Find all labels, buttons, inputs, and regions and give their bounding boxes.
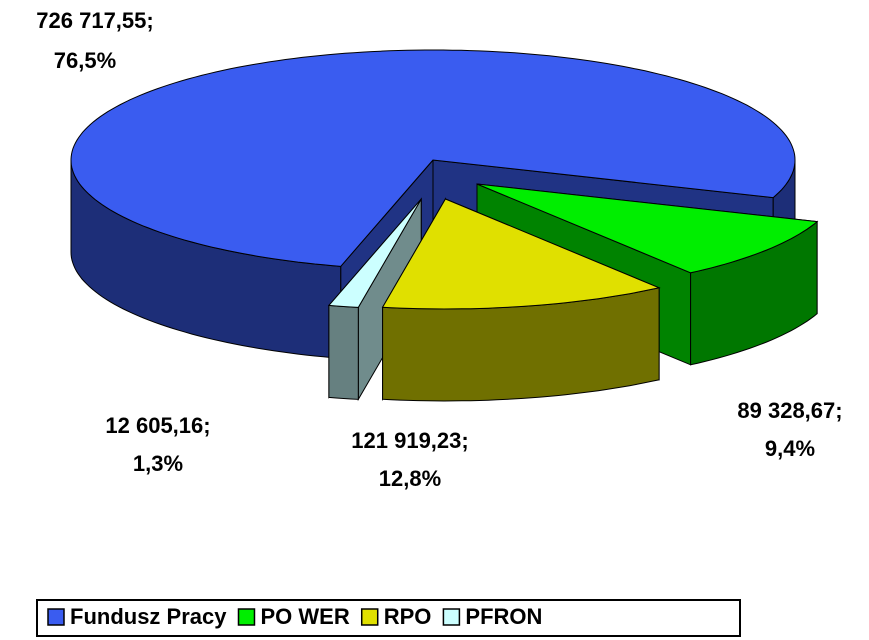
slice-top [327,198,422,308]
slice-top [381,198,661,310]
legend-swatch [442,608,461,626]
slice-top [70,49,796,267]
slice-top [476,183,819,274]
data-label-percent: 1,3% [133,451,183,476]
legend-label: RPO [384,604,432,629]
legend-label: Fundusz Pracy [70,604,227,629]
data-label-percent: 76,5% [54,48,116,73]
legend-label: PFRON [465,604,542,629]
data-label: 89 328,67; [737,398,842,423]
legend-swatch [360,608,379,626]
data-label: 12 605,16; [105,413,210,438]
legend-label: PO WER [260,604,349,629]
legend-box [36,599,741,637]
data-label-percent: 12,8% [379,466,441,491]
data-label-percent: 9,4% [765,436,815,461]
slice-side-wall [328,304,359,400]
data-label: 121 919,23; [351,428,468,453]
legend: Fundusz Pracy PO WER RPO PFRON [36,599,741,637]
pie-slice [381,197,661,402]
legend-swatch [47,608,65,626]
data-label: 726 717,55; [36,8,153,33]
legend-swatch [237,608,256,626]
